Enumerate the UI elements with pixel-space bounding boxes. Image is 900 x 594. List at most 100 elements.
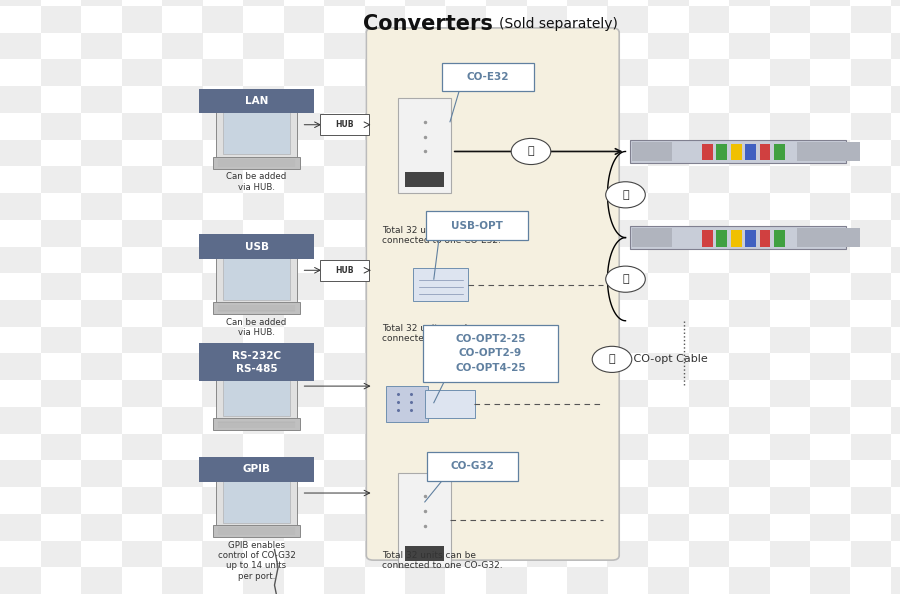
Bar (40, 166, 81, 193)
Bar (850, 273, 891, 300)
Bar (850, 59, 891, 86)
Bar (729, 514, 769, 541)
Bar (446, 380, 486, 407)
Bar (702, 144, 713, 160)
Bar (648, 0, 688, 6)
Text: Total 32 units can be
connected to one USB-OPT.: Total 32 units can be connected to one U… (382, 324, 506, 343)
Bar (796, 142, 860, 161)
Text: Total 32 units can be
connected to one CO-E32.: Total 32 units can be connected to one C… (382, 226, 501, 245)
Bar (81, 460, 122, 487)
Text: CO-OPT2-25: CO-OPT2-25 (455, 334, 526, 344)
Bar (162, 300, 202, 327)
FancyBboxPatch shape (215, 358, 297, 421)
Bar (729, 407, 769, 434)
Circle shape (606, 266, 645, 292)
Bar (567, 514, 608, 541)
Text: CO-G32: CO-G32 (451, 462, 494, 471)
Bar (891, 300, 900, 327)
Bar (486, 514, 526, 541)
Bar (405, 193, 446, 220)
Bar (0, 193, 40, 220)
Text: Ⓑ: Ⓑ (527, 147, 535, 156)
FancyBboxPatch shape (320, 260, 369, 281)
Bar (648, 407, 688, 434)
Bar (850, 113, 891, 140)
Bar (243, 567, 284, 594)
Bar (162, 140, 202, 166)
Bar (486, 567, 526, 594)
Bar (567, 353, 608, 380)
Bar (688, 166, 729, 193)
Bar (716, 230, 727, 247)
FancyBboxPatch shape (199, 343, 314, 381)
Bar (324, 567, 365, 594)
FancyBboxPatch shape (199, 457, 314, 482)
Bar (810, 460, 850, 487)
Bar (284, 166, 324, 193)
Bar (567, 300, 608, 327)
Bar (850, 541, 891, 567)
Bar (486, 460, 526, 487)
Bar (81, 300, 122, 327)
Text: Can be added
via HUB.: Can be added via HUB. (227, 318, 286, 337)
Bar (162, 193, 202, 220)
Bar (567, 0, 608, 6)
Bar (648, 460, 688, 487)
Bar (202, 113, 243, 140)
Bar (760, 230, 770, 247)
Bar (526, 380, 567, 407)
Bar (0, 567, 40, 594)
Bar (608, 380, 648, 407)
Bar (648, 353, 688, 380)
Bar (729, 567, 769, 594)
Bar (202, 220, 243, 247)
Bar (630, 140, 846, 163)
Bar (810, 300, 850, 327)
Bar (729, 460, 769, 487)
Bar (810, 247, 850, 273)
FancyBboxPatch shape (413, 268, 468, 301)
Bar (770, 6, 810, 33)
Bar (202, 487, 243, 514)
Bar (648, 140, 688, 166)
Bar (202, 434, 243, 460)
Bar (745, 144, 756, 160)
Bar (122, 220, 162, 247)
Bar (0, 33, 40, 59)
Bar (632, 228, 672, 247)
Bar (608, 273, 648, 300)
Bar (850, 380, 891, 407)
Bar (446, 6, 486, 33)
Bar (243, 193, 284, 220)
Bar (0, 460, 40, 487)
Bar (688, 487, 729, 514)
Bar (122, 166, 162, 193)
FancyBboxPatch shape (222, 248, 290, 300)
Bar (162, 86, 202, 113)
Bar (122, 434, 162, 460)
Bar (688, 220, 729, 247)
Bar (688, 434, 729, 460)
Bar (122, 6, 162, 33)
Bar (729, 33, 769, 59)
Circle shape (592, 346, 632, 372)
Bar (243, 300, 284, 327)
Bar (81, 140, 122, 166)
Bar (648, 193, 688, 220)
FancyBboxPatch shape (212, 418, 301, 430)
FancyBboxPatch shape (427, 452, 518, 481)
Bar (324, 0, 365, 6)
Bar (284, 487, 324, 514)
Text: CO-OPT2-9: CO-OPT2-9 (459, 349, 522, 358)
FancyBboxPatch shape (199, 234, 314, 259)
Bar (446, 541, 486, 567)
Bar (608, 327, 648, 353)
Bar (0, 247, 40, 273)
Bar (526, 327, 567, 353)
FancyBboxPatch shape (398, 473, 451, 567)
Bar (405, 33, 446, 59)
Bar (486, 193, 526, 220)
Bar (608, 6, 648, 33)
Bar (850, 434, 891, 460)
Bar (810, 407, 850, 434)
